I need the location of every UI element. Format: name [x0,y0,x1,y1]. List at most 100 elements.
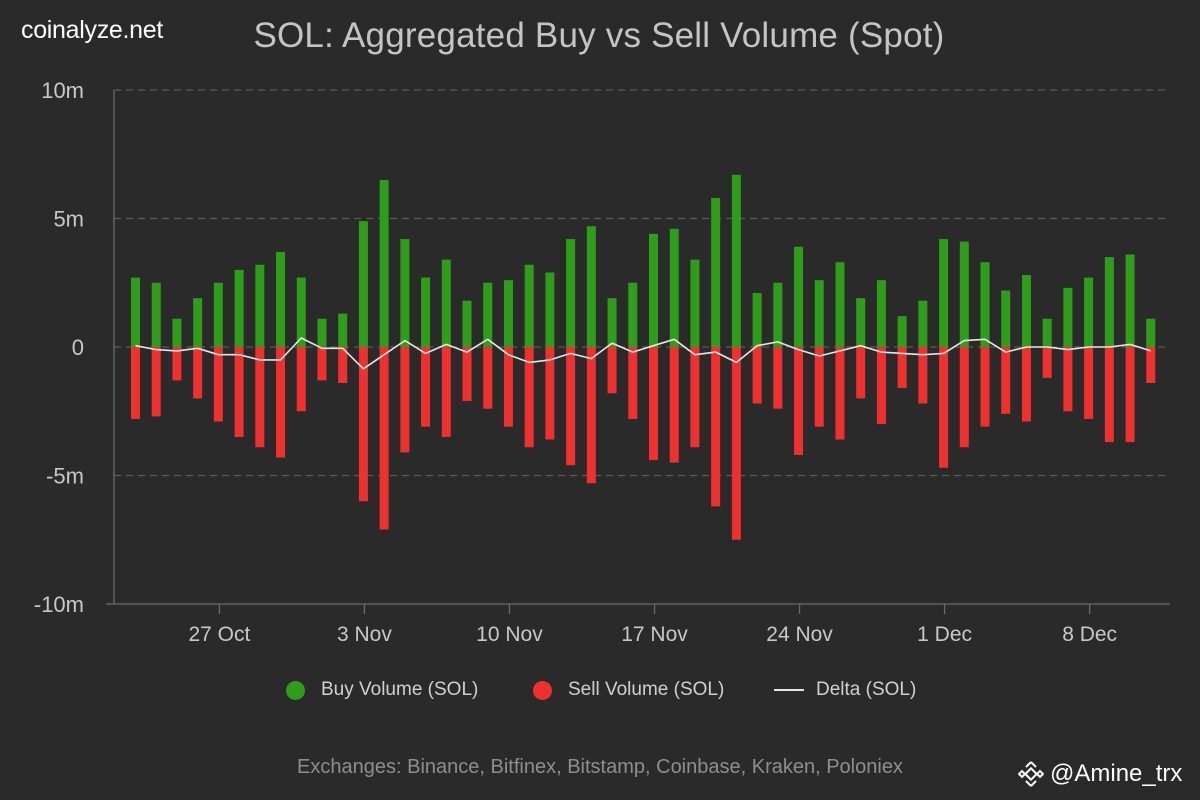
sell-volume-bar [897,347,907,389]
buy-volume-bar [379,179,389,347]
sell-volume-bar [752,347,762,404]
x-tick-label: 8 Dec [1062,623,1117,646]
y-tick-label: 10m [41,78,84,103]
binance-logo-icon [1018,761,1044,787]
buy-volume-bar [421,277,431,347]
watermark: @Amine_trx [1018,760,1182,788]
sell-volume-bar [441,347,451,437]
sell-volume-bar [296,347,306,412]
sell-volume-bar [939,347,949,468]
buy-volume-bar [752,293,762,347]
sell-volume-bar [276,347,286,458]
sell-volume-bar [773,347,783,409]
buy-volume-bar [1021,275,1031,347]
legend-delta-line [774,689,804,691]
sell-volume-bar [628,347,638,419]
legend-item-buy[interactable]: Buy Volume (SOL) [286,679,478,701]
y-tick-label: -10m [34,592,84,617]
buy-volume-bar [814,280,824,347]
sell-volume-bar [1021,347,1031,422]
legend-buy-label: Buy Volume (SOL) [321,679,479,700]
buy-volume-bar [1146,318,1156,347]
sell-volume-bar [151,347,161,417]
sell-volume-bar [1104,347,1114,443]
x-tick-label: 27 Oct [188,623,250,646]
buy-volume-bar [690,259,700,347]
x-tick-label: 24 Nov [766,623,833,646]
sell-volume-bar [586,347,596,484]
sell-volume-bar [421,347,431,427]
x-tick-label: 10 Nov [476,623,543,646]
x-tick-label: 1 Dec [917,623,972,646]
legend-buy-dot [286,680,305,700]
y-tick-label: 5m [53,207,84,232]
buy-volume-bar [918,300,928,347]
sell-volume-bar [400,347,410,453]
legend-item-delta[interactable]: Delta (SOL) [774,679,916,701]
sell-volume-bar [607,347,617,394]
legend-delta-label: Delta (SOL) [816,679,917,700]
sell-volume-bar [255,347,265,448]
sell-volume-bar [317,347,327,381]
y-tick-label: 0 [72,335,84,360]
sell-volume-bar [566,347,576,466]
buy-volume-bar [296,277,306,347]
sell-volume-bar [876,347,886,425]
sell-volume-bar [856,347,866,399]
buy-volume-bar [835,262,845,347]
sell-volume-bar [483,347,493,409]
x-tick-label: 3 Nov [337,623,392,646]
sell-volume-bar [1042,347,1052,378]
buy-volume-bar [1125,254,1135,347]
buy-volume-bar [358,221,368,347]
buy-volume-bar [317,318,327,347]
buy-volume-bar [193,298,203,347]
sell-volume-bar [358,347,368,502]
buy-volume-bar [1084,277,1094,347]
buy-volume-bar [649,233,658,347]
sell-volume-bar [669,347,679,463]
buy-volume-bar [338,313,348,347]
sell-volume-bar [711,347,721,507]
x-tick-label: 17 Nov [621,623,688,646]
buy-volume-bar [586,226,596,347]
sell-volume-bar [545,347,555,440]
sell-volume-bar [959,347,969,448]
buy-volume-bar [213,282,223,347]
sell-volume-bar [172,347,182,381]
buy-volume-bar [876,280,886,347]
buy-volume-bar [897,316,907,347]
sell-volume-bar [1084,347,1094,419]
legend-sell-label: Sell Volume (SOL) [568,679,725,700]
buy-volume-bar [483,282,493,347]
sell-volume-bar [690,347,700,448]
sell-volume-bar [918,347,928,404]
buy-volume-bar [566,239,576,347]
sell-volume-bar [379,347,389,530]
buy-volume-bar [1042,318,1052,347]
sell-volume-bar [524,347,534,448]
buy-volume-bar [441,259,451,347]
buy-volume-bar [503,280,513,347]
brand-logo-text[interactable]: coinalyze.net [21,16,164,44]
y-tick-label: -5m [46,464,84,489]
sell-volume-bar [980,347,990,427]
sell-volume-bar [131,347,140,419]
sell-volume-bar [731,347,741,540]
buy-volume-bar [1001,290,1011,347]
exchanges-footnote: Exchanges: Binance, Bitfinex, Bitstamp, … [297,756,903,778]
legend-item-sell[interactable]: Sell Volume (SOL) [533,679,724,701]
buy-volume-bar [959,241,969,347]
buy-volume-bar [524,264,534,347]
buy-volume-bar [607,298,617,347]
buy-volume-bar [1063,287,1073,347]
watermark-handle: @Amine_trx [1050,760,1183,787]
buy-volume-bar [234,269,244,347]
sell-volume-bar [835,347,845,440]
buy-volume-bar [1104,257,1114,347]
sell-volume-bar [193,347,203,399]
sell-volume-bar [234,347,244,437]
buy-volume-bar [773,282,783,347]
sell-volume-bar [213,347,223,422]
buy-volume-bar [545,272,555,347]
